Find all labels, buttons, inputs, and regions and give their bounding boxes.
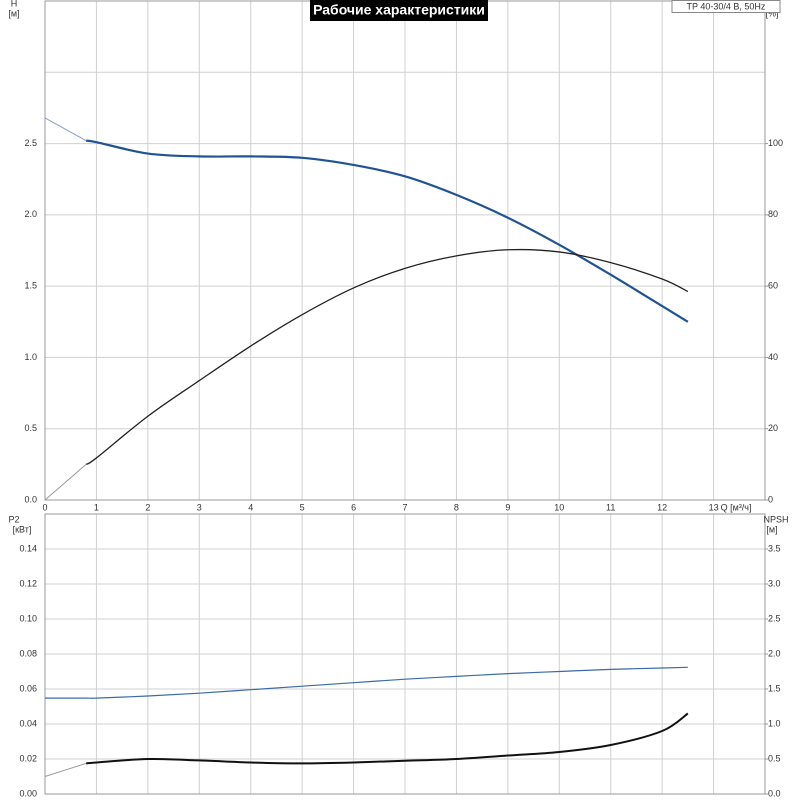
y2-tick-label: 0.0 bbox=[768, 788, 781, 798]
x-tick-label: 3 bbox=[197, 502, 202, 512]
chart-subtitle: TP 40-30/4 B, 50Hz bbox=[687, 1, 766, 11]
line-series bbox=[44, 463, 87, 501]
y-tick-label: 0.14 bbox=[19, 543, 37, 553]
x-tick-label: 8 bbox=[454, 502, 459, 512]
x-tick-label: 0 bbox=[42, 502, 47, 512]
y-tick-label: 0.02 bbox=[19, 753, 37, 763]
y2-tick-label: 0 bbox=[768, 494, 773, 504]
y2-axis-unit: [%] bbox=[765, 8, 778, 18]
y-tick-label: 1.5 bbox=[24, 281, 37, 291]
y-tick-label: 0.5 bbox=[24, 423, 37, 433]
y2-tick-label: 3.5 bbox=[768, 543, 781, 553]
y-tick-label: 0.08 bbox=[19, 648, 37, 658]
y2-tick-label: 0.5 bbox=[768, 753, 781, 763]
x-tick-label: 9 bbox=[505, 502, 510, 512]
y-tick-label: 2.0 bbox=[24, 209, 37, 219]
x-tick-label: 2 bbox=[145, 502, 150, 512]
y2-tick-label: 100 bbox=[768, 138, 783, 148]
y2-tick-label: 3.0 bbox=[768, 578, 781, 588]
x-tick-label: 5 bbox=[300, 502, 305, 512]
y-axis-unit: [м] bbox=[8, 8, 19, 18]
line-series bbox=[85, 248, 689, 465]
y2-tick-label: 2.0 bbox=[768, 648, 781, 658]
x-tick-label: 13 bbox=[709, 502, 719, 512]
line-series bbox=[44, 666, 688, 699]
x-axis-label: Q [м³/ч] bbox=[721, 502, 752, 512]
y-tick-label: 0.06 bbox=[19, 683, 37, 693]
line-series bbox=[44, 117, 87, 142]
y2-tick-label: 80 bbox=[768, 209, 778, 219]
x-tick-label: 1 bbox=[94, 502, 99, 512]
y-axis-label: H bbox=[11, 0, 18, 8]
y2-tick-label: 40 bbox=[768, 352, 778, 362]
y2-tick-label: 1.0 bbox=[768, 718, 781, 728]
y-axis-label: P2 bbox=[8, 514, 19, 524]
y2-tick-label: 60 bbox=[768, 281, 778, 291]
line-series bbox=[86, 712, 689, 765]
y-tick-label: 0.04 bbox=[19, 718, 37, 728]
subtitle-box bbox=[671, 0, 781, 13]
x-tick-label: 10 bbox=[554, 502, 564, 512]
y-tick-label: 0.0 bbox=[24, 494, 37, 504]
chart-title: Рабочие характеристики bbox=[313, 2, 485, 18]
y-tick-label: 0.00 bbox=[19, 788, 37, 798]
x-tick-label: 4 bbox=[248, 502, 253, 512]
line-series bbox=[85, 139, 689, 323]
y-tick-label: 1.0 bbox=[24, 352, 37, 362]
x-tick-label: 6 bbox=[351, 502, 356, 512]
x-tick-label: 12 bbox=[657, 502, 667, 512]
x-tick-label: 11 bbox=[606, 502, 615, 512]
title-box bbox=[310, 0, 488, 21]
y-axis-unit: [кВт] bbox=[13, 524, 32, 534]
y2-tick-label: 20 bbox=[768, 423, 778, 433]
x-tick-label: 7 bbox=[402, 502, 407, 512]
y2-tick-label: 1.5 bbox=[768, 683, 781, 693]
y-tick-label: 0.12 bbox=[19, 578, 37, 588]
y2-tick-label: 2.5 bbox=[768, 613, 781, 623]
line-series bbox=[44, 762, 87, 777]
y2-axis-unit: [м] bbox=[766, 524, 777, 534]
y-tick-label: 2.5 bbox=[24, 138, 37, 148]
y2-axis-label: NPSH bbox=[763, 514, 788, 524]
plot-frame bbox=[44, 513, 766, 795]
y-tick-label: 0.10 bbox=[19, 613, 37, 623]
